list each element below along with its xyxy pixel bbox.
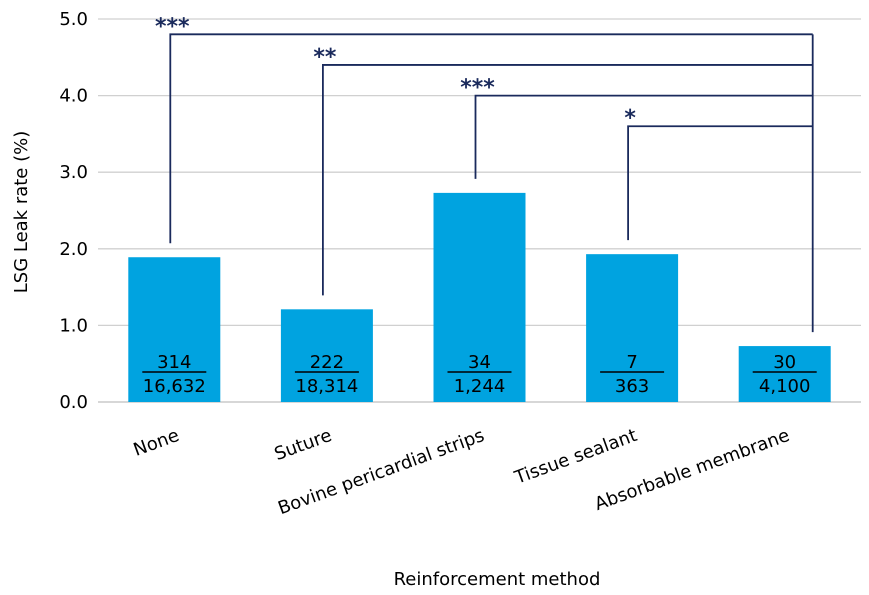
y-axis-label: LSG Leak rate (%) [11, 131, 32, 294]
significance-bracket [169, 33, 813, 244]
significance-label: *** [155, 14, 190, 39]
fraction-numerator: 34 [468, 352, 491, 373]
significance-bracket [627, 125, 813, 241]
significance-bracket [322, 64, 813, 296]
bar-absorbable-membrane [738, 346, 831, 402]
bar-bovine-pericardial-strips [433, 192, 526, 402]
y-tick-label: 2.0 [59, 239, 88, 260]
bar-fractions: 314 16,632 222 18,314 34 1,244 7 363 30 4,100 [142, 352, 817, 397]
x-tick-label: None [131, 425, 182, 461]
fraction-denominator: 16,632 [143, 376, 206, 397]
fraction-numerator: 314 [157, 352, 191, 373]
significance-brackets: ********* [155, 14, 814, 333]
y-tick-label: 4.0 [59, 86, 88, 107]
x-tick-label: Tissue sealant [511, 425, 640, 489]
bar-none [128, 257, 221, 402]
fraction-numerator: 30 [773, 352, 796, 373]
fraction-denominator: 4,100 [759, 376, 811, 397]
fraction-numerator: 222 [310, 352, 344, 373]
y-tick-label: 0.0 [59, 392, 88, 413]
y-tick-label: 3.0 [59, 162, 88, 183]
x-tick-label: Suture [272, 425, 335, 465]
significance-label: * [624, 106, 636, 131]
x-axis-label: Reinforcement method [394, 569, 601, 590]
fraction-numerator: 7 [626, 352, 637, 373]
bar-tissue-sealant [586, 254, 679, 402]
bar-suture [280, 309, 373, 402]
y-tick-labels: 0.0 1.0 2.0 3.0 4.0 5.0 [59, 9, 88, 413]
significance-label: ** [313, 45, 337, 70]
fraction-denominator: 1,244 [454, 376, 506, 397]
significance-bracket [474, 94, 813, 179]
significance-label: *** [460, 76, 495, 101]
y-tick-label: 5.0 [59, 9, 88, 30]
bars [128, 192, 831, 402]
y-tick-label: 1.0 [59, 315, 88, 336]
fraction-denominator: 18,314 [295, 376, 358, 397]
fraction-denominator: 363 [615, 376, 649, 397]
